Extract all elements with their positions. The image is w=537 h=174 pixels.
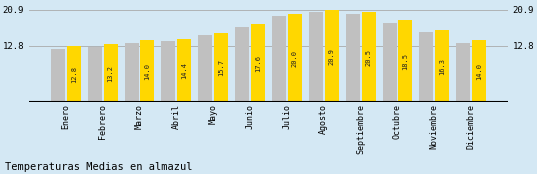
Text: 14.0: 14.0 bbox=[144, 63, 150, 80]
Bar bbox=[436, 30, 449, 102]
Text: 14.4: 14.4 bbox=[182, 62, 187, 79]
Bar bbox=[382, 23, 396, 102]
Text: 20.5: 20.5 bbox=[366, 49, 372, 66]
Text: 14.0: 14.0 bbox=[476, 63, 482, 80]
Bar bbox=[361, 12, 375, 102]
Bar bbox=[177, 39, 191, 102]
Bar bbox=[51, 49, 65, 102]
Text: Temperaturas Medias en almazul: Temperaturas Medias en almazul bbox=[5, 162, 193, 172]
Bar bbox=[104, 44, 118, 102]
Bar bbox=[272, 16, 286, 102]
Bar bbox=[214, 33, 228, 102]
Bar bbox=[472, 40, 486, 102]
Text: 20.9: 20.9 bbox=[329, 48, 335, 65]
Bar bbox=[67, 46, 81, 102]
Bar bbox=[419, 33, 433, 102]
Text: 13.2: 13.2 bbox=[107, 65, 114, 82]
Text: 20.0: 20.0 bbox=[292, 50, 298, 67]
Bar bbox=[346, 14, 360, 102]
Text: 12.8: 12.8 bbox=[71, 66, 77, 83]
Bar bbox=[162, 41, 176, 102]
Bar bbox=[88, 47, 101, 102]
Bar bbox=[398, 21, 412, 102]
Bar bbox=[325, 10, 339, 102]
Bar bbox=[141, 40, 155, 102]
Bar bbox=[288, 14, 302, 102]
Bar bbox=[309, 12, 323, 102]
Text: 18.5: 18.5 bbox=[402, 53, 409, 70]
Bar bbox=[456, 43, 470, 102]
Text: 17.6: 17.6 bbox=[255, 55, 261, 72]
Text: 15.7: 15.7 bbox=[218, 59, 224, 76]
Bar bbox=[125, 43, 139, 102]
Bar bbox=[235, 27, 249, 102]
Text: 16.3: 16.3 bbox=[439, 58, 445, 75]
Bar bbox=[198, 35, 212, 102]
Bar bbox=[251, 25, 265, 102]
